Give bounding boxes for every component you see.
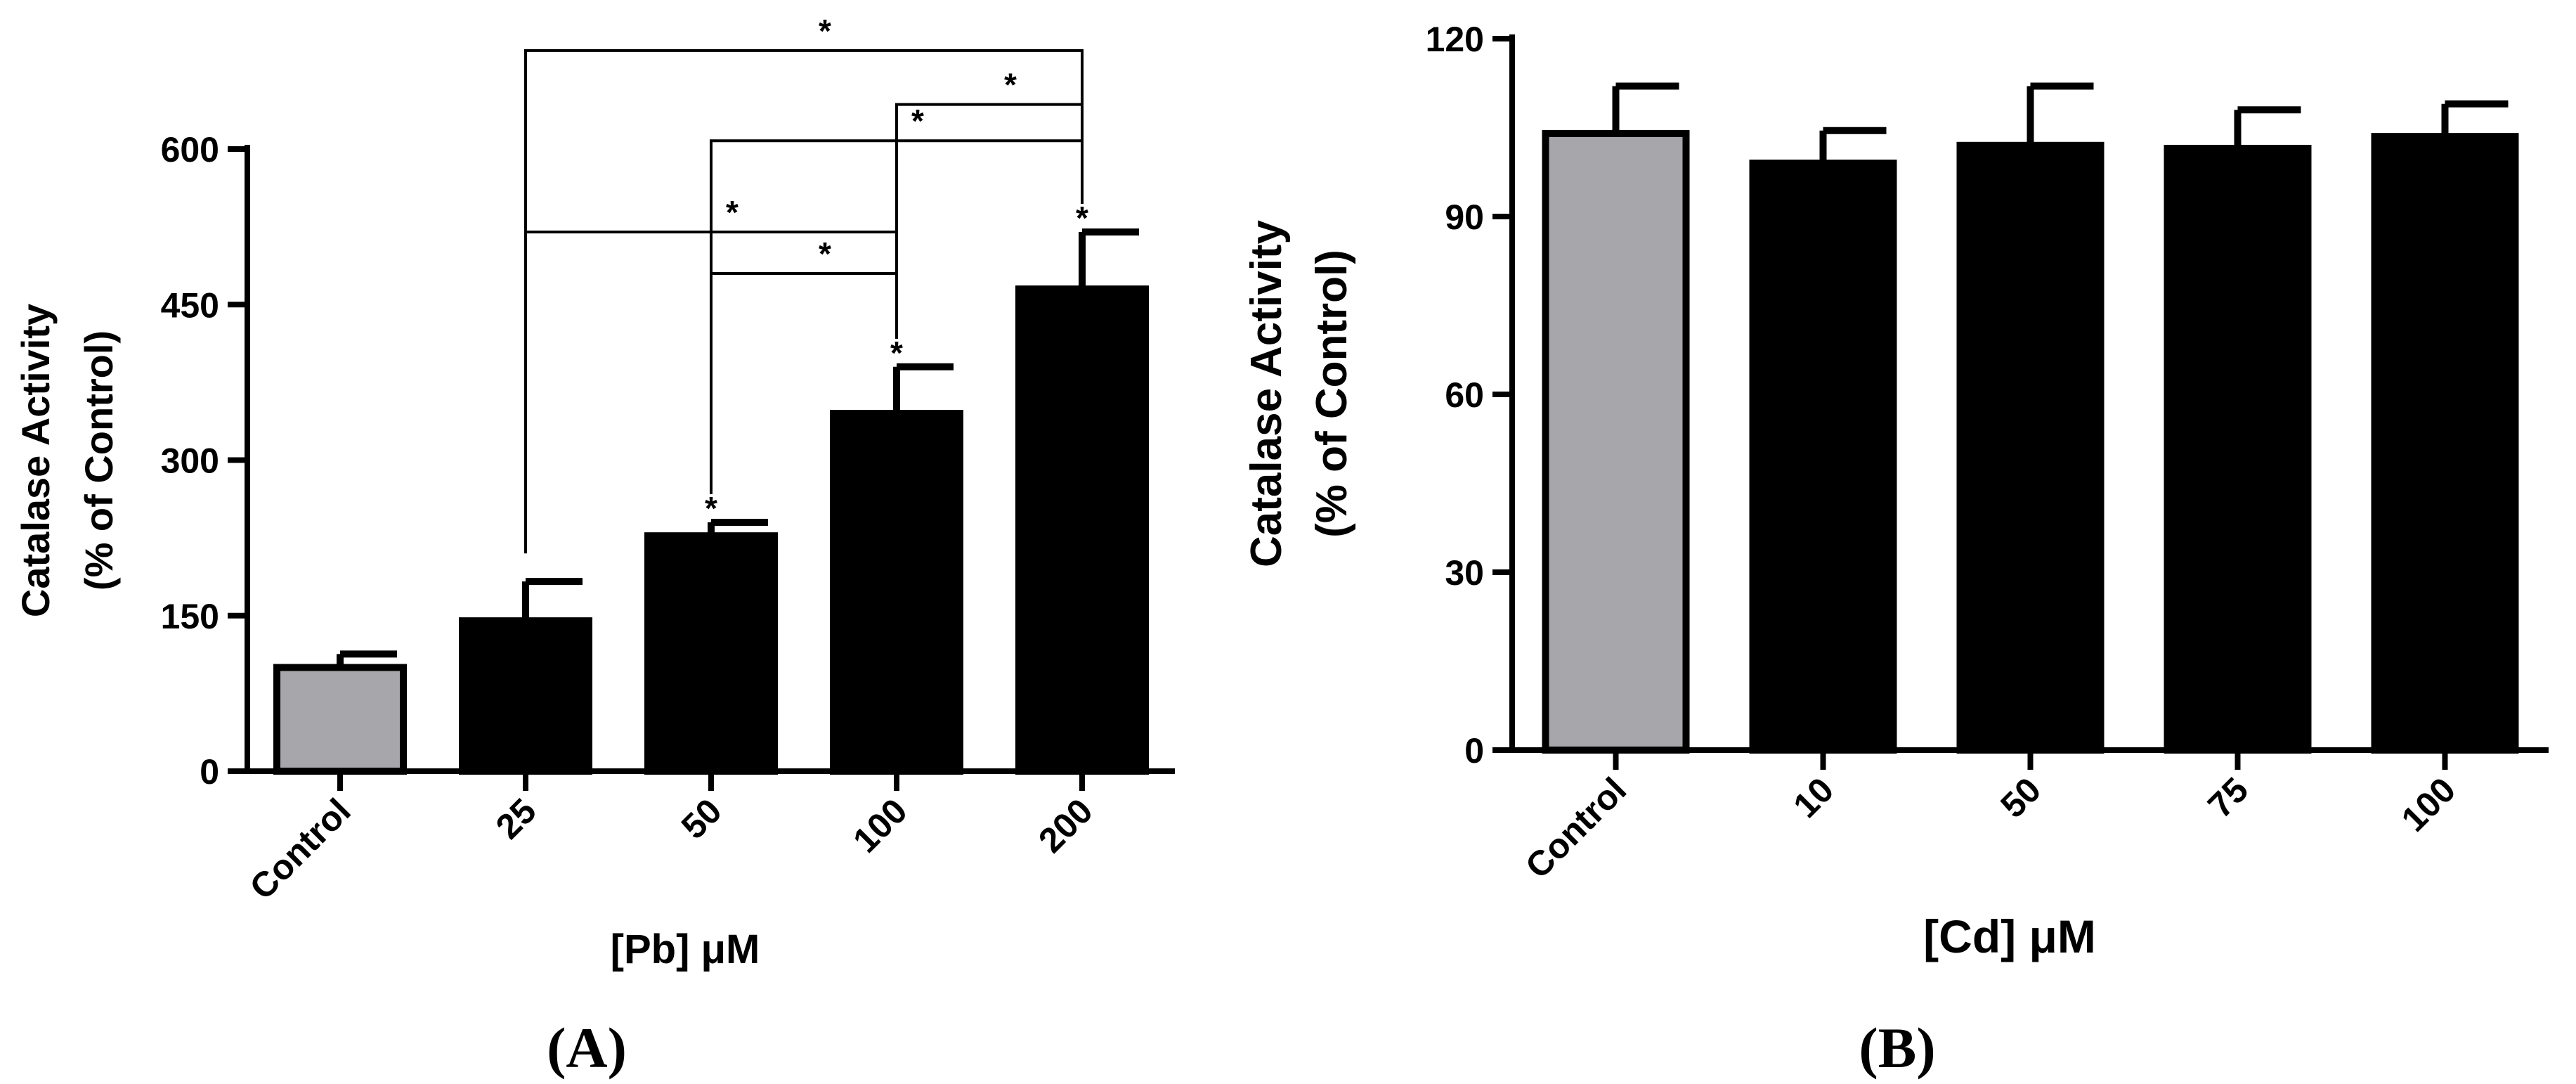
- x-tick-label-10: 10: [1785, 770, 1841, 825]
- panel-a: 0 150 300 450 600 Control 25 50 100 200 * * * * * * * * Ca…: [13, 13, 1175, 1080]
- y-axis-title-line2: (% of Control): [77, 330, 121, 591]
- bracket-4: [524, 49, 1084, 554]
- bracket-star-0: *: [726, 194, 739, 231]
- y-axis-title-line1: Catalase Activity: [1242, 220, 1291, 567]
- panel-label: (B): [1859, 1016, 1935, 1080]
- y-tick-label-450: 450: [161, 285, 219, 325]
- x-tick-label-25: 25: [488, 791, 544, 846]
- bar-100: [2371, 133, 2519, 754]
- y-tick-label-600: 600: [161, 130, 219, 169]
- bracket-star-4: *: [819, 13, 831, 49]
- y-axis-title-line1: Catalase Activity: [13, 304, 58, 617]
- x-axis-title: [Cd] μM: [1923, 910, 2096, 962]
- x-tick-label-100: 100: [2394, 770, 2464, 839]
- x-tick-label-control: Control: [242, 791, 358, 907]
- bar-star-4: *: [1076, 200, 1088, 236]
- bar-50: [1956, 141, 2105, 754]
- x-tick-label-75: 75: [2200, 770, 2256, 825]
- y-tick-label-60: 60: [1445, 375, 1484, 415]
- bar-75: [2164, 145, 2312, 754]
- panel-label: (A): [547, 1016, 627, 1080]
- y-tick-label-120: 120: [1426, 20, 1484, 59]
- y-tick-label-0: 0: [200, 752, 219, 792]
- bar-star-3: *: [890, 335, 903, 371]
- bar-10: [1749, 160, 1897, 754]
- x-tick-label-control: Control: [1518, 770, 1634, 886]
- bracket-star-1: *: [819, 235, 831, 272]
- bar-star-2: *: [705, 490, 717, 527]
- bar-100: [830, 410, 963, 775]
- bar-control: [1542, 129, 1690, 754]
- y-tick-label-30: 30: [1445, 553, 1484, 593]
- x-tick-label-50: 50: [1993, 770, 2048, 825]
- y-tick-label-150: 150: [161, 597, 219, 636]
- bar-control: [273, 664, 407, 775]
- x-axis-title: [Pb] μM: [611, 927, 760, 972]
- bar-200: [1015, 285, 1149, 775]
- y-axis-title-line2: (% of Control): [1308, 250, 1356, 538]
- panel-b: 0 30 60 90 120 Control 10 50 75 100 Catalase Activ…: [1242, 20, 2549, 1080]
- x-tick-label-50: 50: [674, 791, 729, 846]
- bracket-star-3: *: [1004, 67, 1017, 103]
- y-tick-label-0: 0: [1464, 731, 1484, 770]
- y-tick-label-300: 300: [161, 441, 219, 481]
- bracket-star-2: *: [911, 103, 924, 139]
- x-tick-label-200: 200: [1031, 791, 1100, 860]
- bar-25: [459, 617, 592, 775]
- x-tick-label-100: 100: [845, 791, 915, 860]
- y-tick-label-90: 90: [1445, 198, 1484, 237]
- bar-50: [644, 532, 778, 775]
